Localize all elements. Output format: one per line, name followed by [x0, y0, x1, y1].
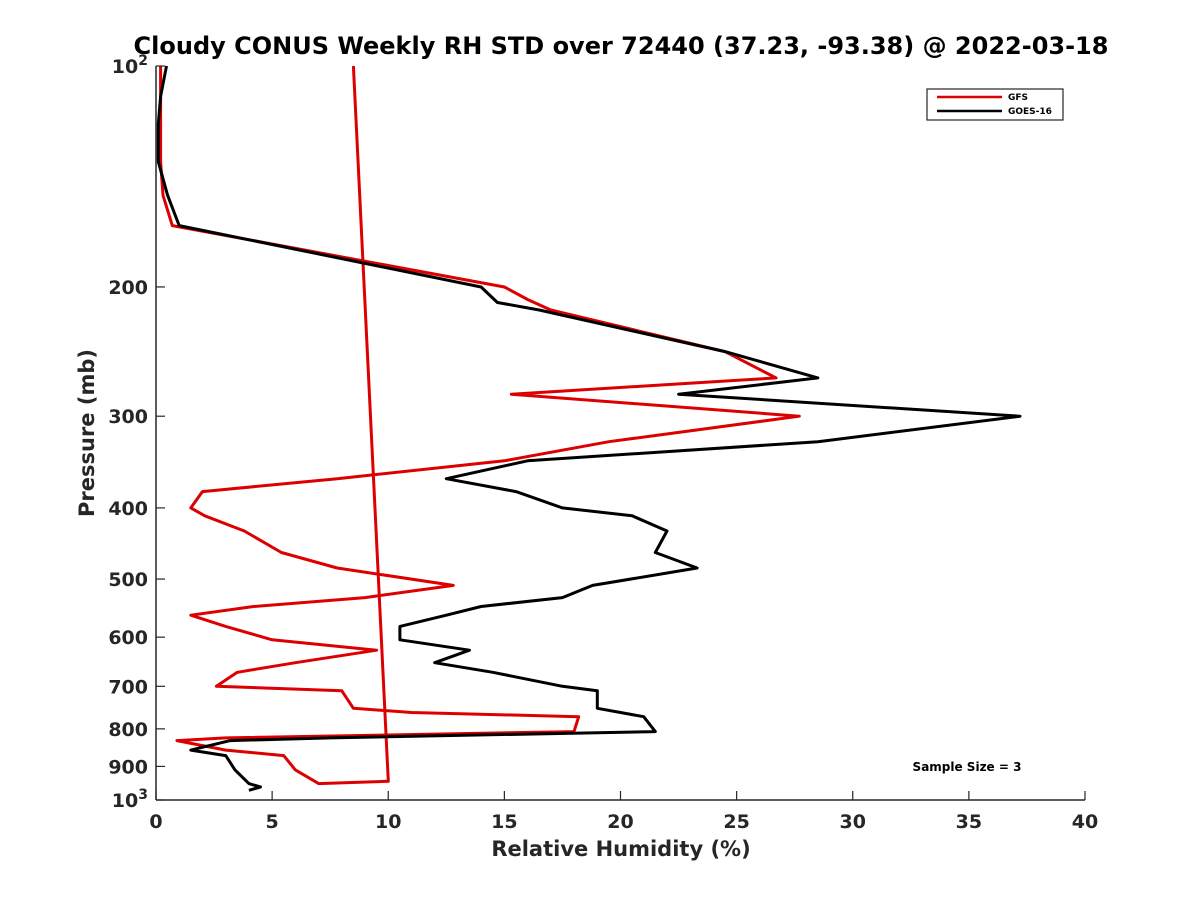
x-tick-label: 20	[607, 811, 633, 833]
y-tick-label: 800	[108, 719, 148, 741]
x-tick-label: 10	[375, 811, 401, 833]
y-tick-label: 600	[108, 627, 148, 649]
legend: GFS GOES-16	[926, 88, 1064, 121]
y-axis-label: Pressure (mb)	[75, 349, 99, 517]
x-axis-label: Relative Humidity (%)	[491, 837, 750, 861]
x-tick-label: 15	[491, 811, 517, 833]
y-tick-label: 700	[108, 676, 148, 698]
sample-size-annotation: Sample Size = 3	[913, 760, 1022, 774]
y-tick-label: 500	[108, 569, 148, 591]
series-line-goes16	[156, 65, 1022, 792]
x-tick-label: 30	[840, 811, 866, 833]
y-tick-label: 200	[108, 277, 148, 299]
y-tick-label: 102	[112, 53, 148, 78]
series-layer	[156, 65, 1022, 792]
legend-label-gfs: GFS	[1008, 93, 1028, 103]
y-tick-label: 900	[108, 756, 148, 778]
series-line-gfs	[159, 65, 801, 786]
x-ticks: 0 5 10 15 20 25 30 35 40	[149, 791, 1098, 833]
y-tick-label: 400	[108, 498, 148, 520]
y-tick-label: 300	[108, 406, 148, 428]
x-tick-label: 25	[723, 811, 749, 833]
y-ticks: 102 200 300 400 500 600 700 800 900 103	[108, 53, 165, 812]
y-tick-label: 103	[112, 787, 148, 812]
x-tick-label: 35	[956, 811, 982, 833]
legend-label-goes16: GOES-16	[1008, 107, 1052, 117]
chart-title: Cloudy CONUS Weekly RH STD over 72440 (3…	[134, 32, 1109, 60]
x-tick-label: 0	[149, 811, 162, 833]
x-tick-label: 40	[1072, 811, 1098, 833]
legend-box	[926, 88, 1064, 121]
x-tick-label: 5	[266, 811, 279, 833]
